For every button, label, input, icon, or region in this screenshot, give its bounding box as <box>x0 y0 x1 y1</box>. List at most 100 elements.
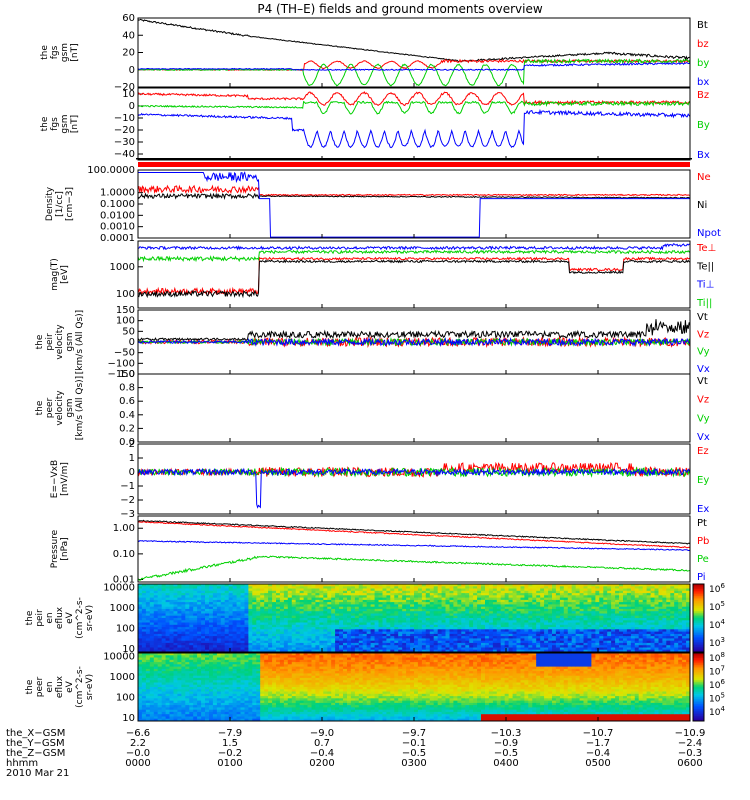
heatmap-cell <box>181 659 186 663</box>
heatmap-cell <box>492 608 498 612</box>
heatmap-cell <box>623 586 628 590</box>
heatmap-cell <box>583 638 588 642</box>
heatmap-cell <box>307 620 312 624</box>
heatmap-cell <box>674 624 679 628</box>
heatmap-cell <box>477 597 482 601</box>
heatmap-cell <box>504 586 510 590</box>
heatmap-cell <box>177 662 182 665</box>
heatmap-cell <box>185 673 190 677</box>
heatmap-cell <box>165 693 170 697</box>
heatmap-cell <box>528 629 533 633</box>
heatmap-cell <box>291 599 297 603</box>
heatmap-cell <box>421 647 427 651</box>
heatmap-cell <box>295 631 301 635</box>
heatmap-cell <box>173 597 178 601</box>
heatmap-cell <box>220 606 226 610</box>
heatmap-cell <box>169 705 174 708</box>
heatmap-cell <box>260 615 265 619</box>
heatmap-cell <box>630 640 636 644</box>
heatmap-cell <box>354 620 360 624</box>
heatmap-cell <box>145 647 151 651</box>
heatmap-cell <box>197 636 202 639</box>
heatmap-cell <box>272 629 277 633</box>
heatmap-cell <box>157 675 163 679</box>
heatmap-cell <box>682 608 687 612</box>
heatmap-cell <box>402 642 407 646</box>
y-axis-label: [mV/m] <box>60 462 70 496</box>
heatmap-cell <box>232 584 237 587</box>
heatmap-cell <box>138 691 143 695</box>
heatmap-cell <box>260 608 265 612</box>
heatmap-cell <box>283 606 289 610</box>
heatmap-cell <box>205 642 210 646</box>
heatmap-cell <box>607 602 612 605</box>
heatmap-cell <box>173 673 178 677</box>
heatmap-cell <box>193 593 198 596</box>
heatmap-cell <box>138 627 143 630</box>
heatmap-cell <box>686 613 691 617</box>
heatmap-cell <box>145 638 151 642</box>
heatmap-cell <box>630 620 636 624</box>
heatmap-cell <box>619 604 624 608</box>
heatmap-cell <box>149 666 155 670</box>
heatmap-cell <box>295 647 301 651</box>
heatmap-cell <box>563 604 569 608</box>
heatmap-cell <box>394 611 399 614</box>
heatmap-cell <box>268 638 273 642</box>
heatmap-cell <box>579 608 584 612</box>
heatmap-cell <box>465 584 470 587</box>
heatmap-cell <box>611 633 616 637</box>
heatmap-cell <box>311 636 316 639</box>
heatmap-cell <box>555 595 561 599</box>
heatmap-cell <box>575 615 581 619</box>
heatmap-cell <box>212 638 218 642</box>
heatmap-cell <box>149 586 155 590</box>
heatmap-cell <box>272 599 277 603</box>
heatmap-cell <box>646 642 651 646</box>
heatmap-cell <box>421 593 427 596</box>
heatmap-cell <box>650 624 655 628</box>
heatmap-cell <box>224 633 230 637</box>
heatmap-cell <box>575 627 581 630</box>
heatmap-cell <box>402 611 407 614</box>
heatmap-cell <box>469 624 474 628</box>
heatmap-cell <box>579 633 584 637</box>
heatmap-cell <box>295 638 301 642</box>
heatmap-cell <box>264 604 269 608</box>
heatmap-cell <box>193 659 198 663</box>
heatmap-cell <box>327 633 332 637</box>
heatmap-cell <box>599 633 604 637</box>
heatmap-cell <box>638 599 644 603</box>
heatmap-cell <box>303 629 308 633</box>
heatmap-cell <box>149 682 155 686</box>
heatmap-cell <box>161 640 167 644</box>
heatmap-cell <box>619 647 624 651</box>
heatmap-cell <box>268 633 273 637</box>
heatmap-cell <box>248 599 253 603</box>
legend-vy: Vy <box>697 347 710 358</box>
heatmap-cell <box>623 624 628 628</box>
heatmap-cell <box>149 653 155 656</box>
heatmap-cell <box>153 633 159 637</box>
heatmap-cell <box>212 593 218 596</box>
heatmap-cell <box>512 640 517 644</box>
heatmap-cell <box>583 642 588 646</box>
heatmap-cell <box>646 588 651 592</box>
heatmap-cell <box>252 597 257 601</box>
heatmap-cell <box>205 649 210 653</box>
heatmap-cell <box>496 633 502 637</box>
heatmap-cell <box>165 590 170 594</box>
heatmap-cell <box>319 642 324 646</box>
heatmap-cell <box>283 608 289 612</box>
heatmap-cell <box>283 647 289 651</box>
heatmap-cell <box>197 629 202 633</box>
heatmap-cell <box>410 590 415 594</box>
heatmap-cell <box>276 629 281 633</box>
heatmap-cell <box>520 584 525 587</box>
heatmap-cell <box>559 584 565 587</box>
heatmap-cell <box>488 613 494 617</box>
heatmap-cell <box>682 618 687 621</box>
heatmap-cell <box>268 629 273 633</box>
heatmap-cell <box>157 671 163 674</box>
heatmap-cell <box>366 593 372 596</box>
